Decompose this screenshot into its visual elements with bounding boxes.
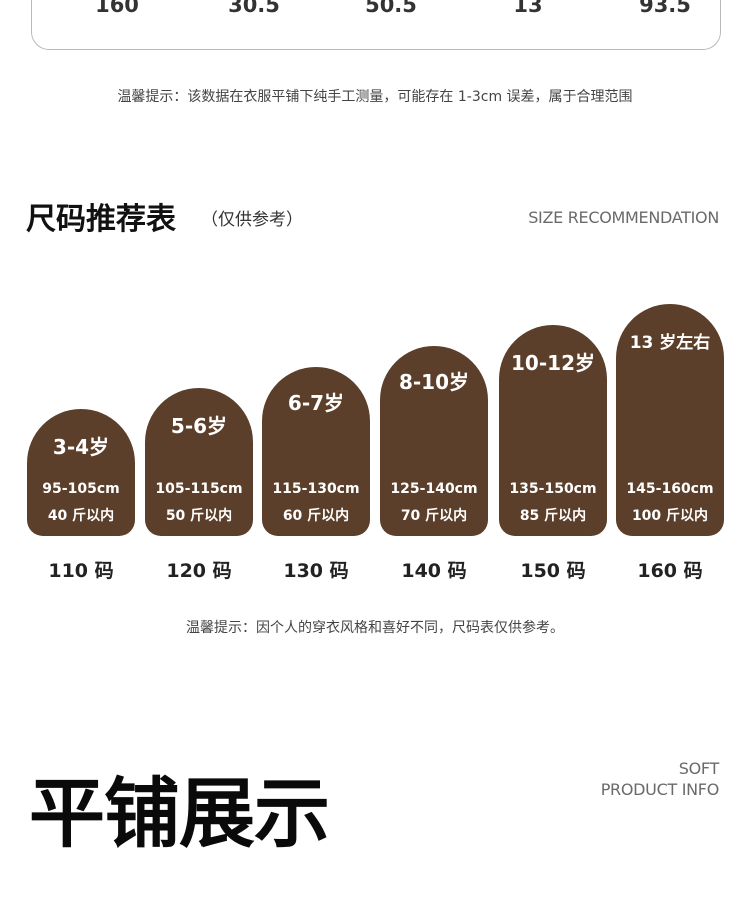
section-title-en: SIZE RECOMMENDATION: [528, 208, 719, 227]
table-cell: 93.5: [639, 0, 691, 17]
size-card-110: 3-4岁 95-105cm 40 斤以内: [27, 409, 135, 536]
size-label: 120 码: [166, 560, 232, 582]
flat-display-title: 平铺展示: [29, 769, 330, 858]
weight-limit: 85 斤以内: [519, 508, 587, 524]
size-card-160: 13 岁左右 145-160cm 100 斤以内: [616, 304, 724, 536]
height-range: 145-160cm: [626, 481, 714, 497]
size-label: 130 码: [283, 560, 349, 582]
table-cell: 30.5: [228, 0, 280, 17]
height-range: 115-130cm: [272, 481, 360, 497]
age-label: 5-6岁: [170, 414, 228, 438]
size-card-140: 8-10岁 125-140cm 70 斤以内: [380, 346, 488, 536]
weight-limit: 60 斤以内: [282, 508, 350, 524]
section-subtitle: （仅供参考）: [201, 210, 303, 230]
size-card-150: 10-12岁 135-150cm 85 斤以内: [499, 325, 607, 536]
weight-limit: 40 斤以内: [47, 508, 115, 524]
size-note: 温馨提示：因个人的穿衣风格和喜好不同，尺码表仅供参考。: [186, 620, 564, 636]
age-label: 13 岁左右: [629, 333, 711, 353]
title-en-line: SOFT: [678, 759, 720, 778]
weight-limit: 70 斤以内: [400, 508, 468, 524]
size-card-120: 5-6岁 105-115cm 50 斤以内: [145, 388, 253, 536]
age-label: 3-4岁: [52, 435, 110, 459]
height-range: 105-115cm: [155, 481, 243, 497]
height-range: 95-105cm: [42, 481, 120, 497]
size-label: 140 码: [401, 560, 467, 582]
size-label: 150 码: [520, 560, 586, 582]
size-label: 160 码: [637, 560, 703, 582]
age-label: 10-12岁: [511, 351, 595, 375]
measurement-note: 温馨提示：该数据在衣服平铺下纯手工测量，可能存在 1-3cm 误差，属于合理范围: [117, 89, 633, 105]
table-cell: 50.5: [365, 0, 417, 17]
age-label: 8-10岁: [398, 370, 470, 394]
size-table-last-row: 160 30.5 50.5 13 93.5: [31, 0, 721, 50]
weight-limit: 100 斤以内: [631, 508, 709, 524]
size-card-130: 6-7岁 115-130cm 60 斤以内: [262, 367, 370, 536]
title-en-line: PRODUCT INFO: [600, 780, 720, 799]
table-cell: 160: [95, 0, 139, 17]
section-title: 尺码推荐表: [26, 202, 176, 237]
table-cell: 13: [513, 0, 543, 17]
height-range: 125-140cm: [390, 481, 478, 497]
size-label: 110 码: [48, 560, 114, 582]
weight-limit: 50 斤以内: [165, 508, 233, 524]
age-label: 6-7岁: [287, 391, 345, 415]
height-range: 135-150cm: [509, 481, 597, 497]
flat-display-title-en: SOFT PRODUCT INFO: [600, 758, 720, 800]
